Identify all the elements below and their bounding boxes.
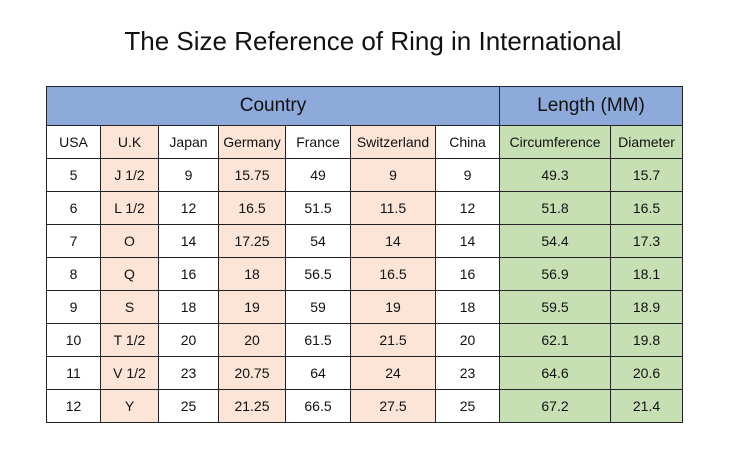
column-header-switzerland: Switzerland — [350, 125, 436, 159]
cell-circumference: 51.8 — [499, 191, 611, 225]
cell-japan: 23 — [158, 356, 219, 390]
page-title: The Size Reference of Ring in Internatio… — [124, 26, 622, 56]
column-header-circumference: Circumference — [499, 125, 611, 159]
cell-germany: 21.25 — [218, 389, 286, 423]
cell-japan: 12 — [158, 191, 219, 225]
cell-uk: S — [100, 290, 159, 324]
cell-diameter: 17.3 — [610, 224, 683, 258]
cell-usa: 6 — [46, 191, 101, 225]
cell-circumference: 62.1 — [499, 323, 611, 357]
cell-china: 12 — [435, 191, 500, 225]
table-row: 10 T 1/2 20 20 61.5 21.5 20 62.1 19.8 — [46, 323, 683, 357]
cell-germany: 17.25 — [218, 224, 286, 258]
group-header-row: Country Length (MM) — [46, 86, 683, 126]
cell-diameter: 18.1 — [610, 257, 683, 291]
cell-usa: 5 — [46, 158, 101, 192]
cell-usa: 10 — [46, 323, 101, 357]
column-header-japan: Japan — [158, 125, 219, 159]
cell-japan: 14 — [158, 224, 219, 258]
cell-switzerland: 9 — [350, 158, 436, 192]
cell-diameter: 18.9 — [610, 290, 683, 324]
cell-france: 54 — [285, 224, 351, 258]
table-row: 11 V 1/2 23 20.75 64 24 23 64.6 20.6 — [46, 356, 683, 390]
cell-circumference: 59.5 — [499, 290, 611, 324]
cell-germany: 16.5 — [218, 191, 286, 225]
cell-usa: 12 — [46, 389, 101, 423]
cell-china: 14 — [435, 224, 500, 258]
cell-uk: L 1/2 — [100, 191, 159, 225]
cell-france: 51.5 — [285, 191, 351, 225]
table-row: 9 S 18 19 59 19 18 59.5 18.9 — [46, 290, 683, 324]
country-group-header: Country — [46, 86, 500, 126]
cell-uk: V 1/2 — [100, 356, 159, 390]
cell-japan: 9 — [158, 158, 219, 192]
cell-uk: O — [100, 224, 159, 258]
column-header-france: France — [285, 125, 351, 159]
cell-circumference: 49.3 — [499, 158, 611, 192]
cell-usa: 11 — [46, 356, 101, 390]
table-row: 8 Q 16 18 56.5 16.5 16 56.9 18.1 — [46, 257, 683, 291]
cell-diameter: 21.4 — [610, 389, 683, 423]
cell-diameter: 19.8 — [610, 323, 683, 357]
column-header-row: USA U.K Japan Germany France Switzerland China… — [46, 125, 683, 159]
cell-germany: 20.75 — [218, 356, 286, 390]
cell-china: 9 — [435, 158, 500, 192]
cell-germany: 20 — [218, 323, 286, 357]
cell-japan: 20 — [158, 323, 219, 357]
cell-switzerland: 11.5 — [350, 191, 436, 225]
cell-diameter: 16.5 — [610, 191, 683, 225]
table-row: 12 Y 25 21.25 66.5 27.5 25 67.2 21.4 — [46, 389, 683, 423]
cell-china: 16 — [435, 257, 500, 291]
cell-switzerland: 14 — [350, 224, 436, 258]
cell-china: 20 — [435, 323, 500, 357]
cell-uk: Q — [100, 257, 159, 291]
cell-switzerland: 27.5 — [350, 389, 436, 423]
cell-germany: 19 — [218, 290, 286, 324]
cell-germany: 18 — [218, 257, 286, 291]
cell-switzerland: 21.5 — [350, 323, 436, 357]
cell-japan: 25 — [158, 389, 219, 423]
cell-usa: 8 — [46, 257, 101, 291]
column-header-diameter: Diameter — [610, 125, 683, 159]
cell-circumference: 67.2 — [499, 389, 611, 423]
cell-france: 64 — [285, 356, 351, 390]
cell-diameter: 20.6 — [610, 356, 683, 390]
column-header-germany: Germany — [218, 125, 286, 159]
cell-france: 59 — [285, 290, 351, 324]
cell-france: 56.5 — [285, 257, 351, 291]
cell-circumference: 54.4 — [499, 224, 611, 258]
length-group-header: Length (MM) — [499, 86, 683, 126]
cell-usa: 7 — [46, 224, 101, 258]
cell-uk: T 1/2 — [100, 323, 159, 357]
cell-china: 25 — [435, 389, 500, 423]
cell-france: 61.5 — [285, 323, 351, 357]
cell-japan: 18 — [158, 290, 219, 324]
ring-size-table: Country Length (MM) USA U.K Japan Germany Fr… — [46, 86, 683, 423]
column-header-usa: USA — [46, 125, 101, 159]
cell-uk: J 1/2 — [100, 158, 159, 192]
cell-usa: 9 — [46, 290, 101, 324]
cell-uk: Y — [100, 389, 159, 423]
column-header-uk: U.K — [100, 125, 159, 159]
table-row: 7 O 14 17.25 54 14 14 54.4 17.3 — [46, 224, 683, 258]
cell-switzerland: 24 — [350, 356, 436, 390]
column-header-china: China — [435, 125, 500, 159]
cell-circumference: 56.9 — [499, 257, 611, 291]
cell-france: 49 — [285, 158, 351, 192]
cell-switzerland: 19 — [350, 290, 436, 324]
cell-japan: 16 — [158, 257, 219, 291]
cell-diameter: 15.7 — [610, 158, 683, 192]
cell-germany: 15.75 — [218, 158, 286, 192]
cell-china: 23 — [435, 356, 500, 390]
cell-switzerland: 16.5 — [350, 257, 436, 291]
cell-china: 18 — [435, 290, 500, 324]
cell-circumference: 64.6 — [499, 356, 611, 390]
cell-france: 66.5 — [285, 389, 351, 423]
